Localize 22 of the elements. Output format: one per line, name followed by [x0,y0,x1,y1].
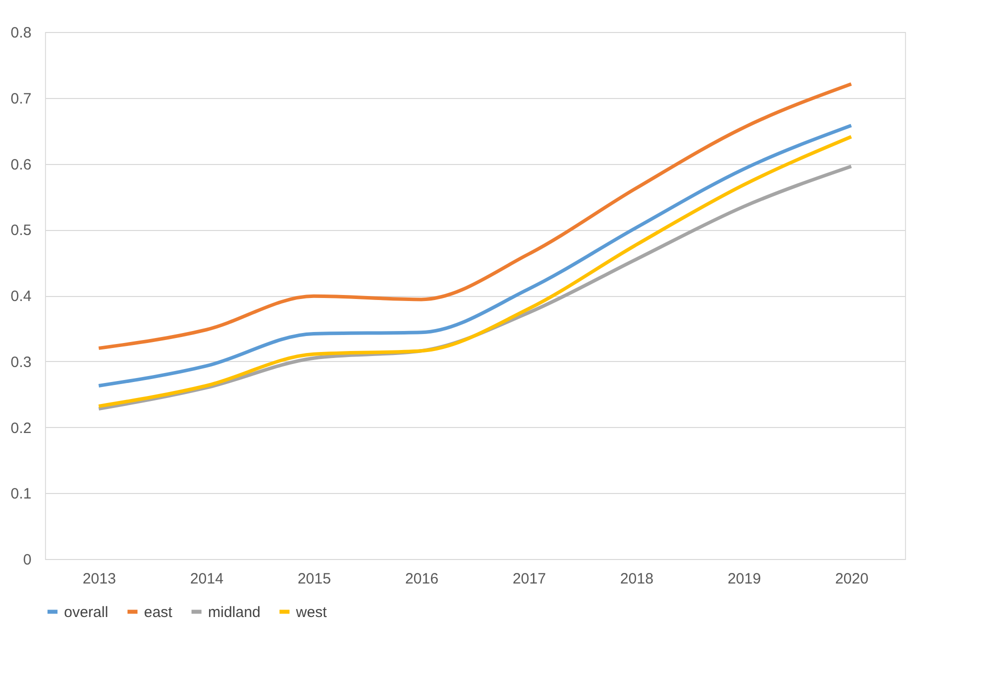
x-tick-label: 2019 [728,570,761,588]
x-tick-label: 2017 [512,570,546,588]
x-tick-label: 2013 [82,570,116,588]
y-tick-label: 0.3 [10,354,32,371]
legend-label: east [144,604,174,621]
y-tick-label: 0 [23,552,32,568]
x-tick-label: 2020 [835,570,868,588]
y-tick-label: 0.2 [10,420,32,437]
y-tick-label: 0.5 [10,222,32,240]
y-tick-label: 0.1 [10,486,32,503]
x-tick-label: 2014 [190,570,224,588]
y-tick-label: 0.8 [10,24,32,42]
x-tick-label: 2015 [298,570,331,588]
legend-label: west [295,604,328,621]
legend-label: midland [208,604,261,621]
x-tick-label: 2018 [620,570,654,588]
y-tick-label: 0.7 [10,90,32,108]
line-series [97,82,853,350]
legend-label: overall [64,604,108,621]
y-tick-label: 0.6 [10,156,32,174]
y-tick-label: 0.4 [10,288,32,305]
x-tick-label: 2016 [405,570,438,588]
